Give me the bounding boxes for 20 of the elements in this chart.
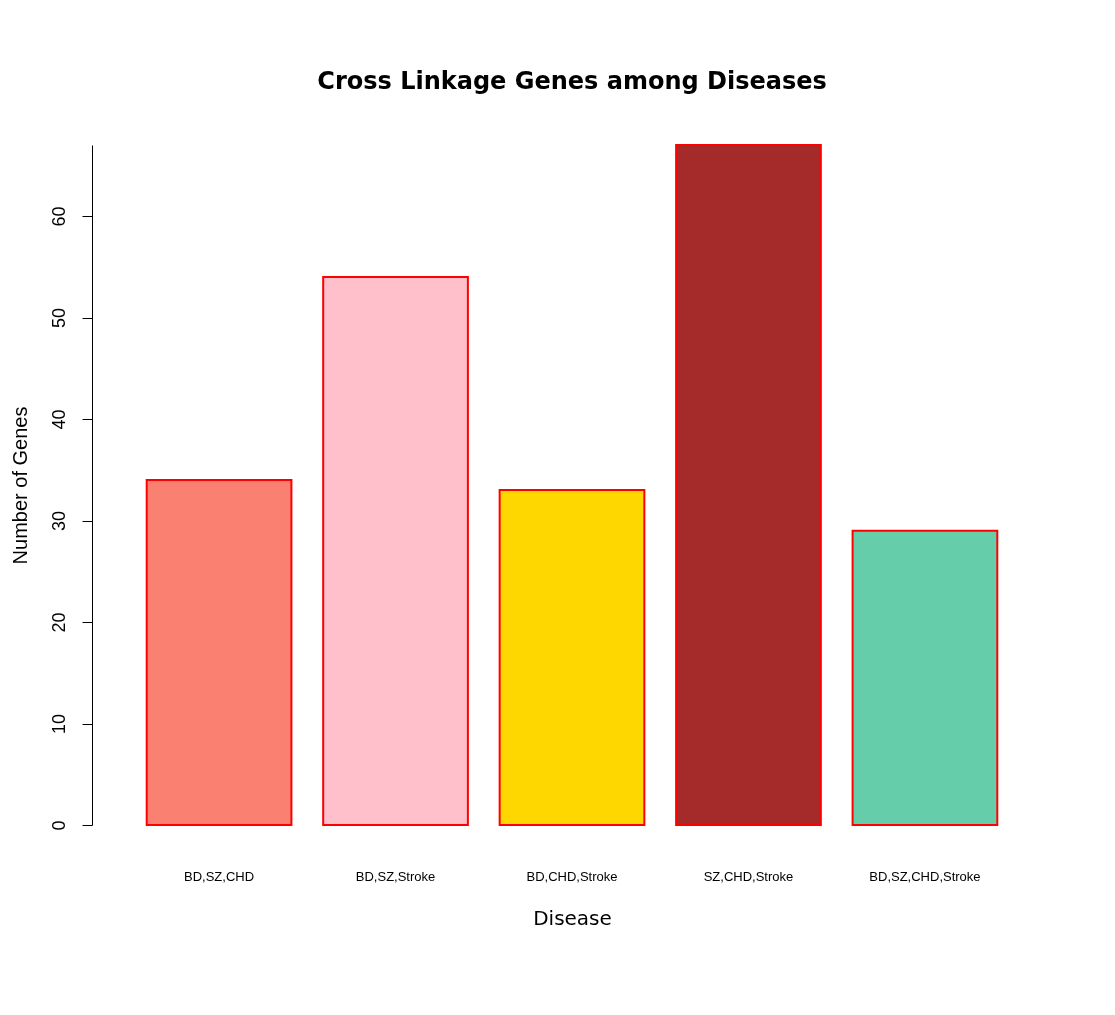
bar	[675, 144, 822, 826]
x-axis-title: Disease	[533, 905, 612, 930]
bar	[851, 529, 999, 826]
x-tick-label: BD,SZ,Stroke	[355, 868, 436, 884]
x-tick-label: BD,CHD,Stroke	[526, 868, 618, 884]
x-tick-label: BD,SZ,CHD	[184, 868, 255, 884]
x-tick-label: SZ,CHD,Stroke	[703, 868, 794, 884]
y-tick-label: 50	[48, 308, 69, 329]
bar	[498, 489, 646, 826]
bar	[322, 275, 469, 826]
chart-title: Cross Linkage Genes among Diseases	[317, 67, 827, 95]
y-tick-label: 10	[48, 713, 69, 735]
y-tick-label: 20	[48, 612, 69, 633]
y-tick-label: 0	[48, 820, 69, 831]
bar	[145, 478, 293, 826]
y-tick-label: 40	[48, 409, 69, 430]
y-tick-label: 30	[48, 511, 69, 532]
x-tick-label: BD,SZ,CHD,Stroke	[869, 868, 981, 884]
y-tick-label: 60	[48, 206, 69, 227]
y-axis-title: Number of Genes	[8, 406, 31, 565]
